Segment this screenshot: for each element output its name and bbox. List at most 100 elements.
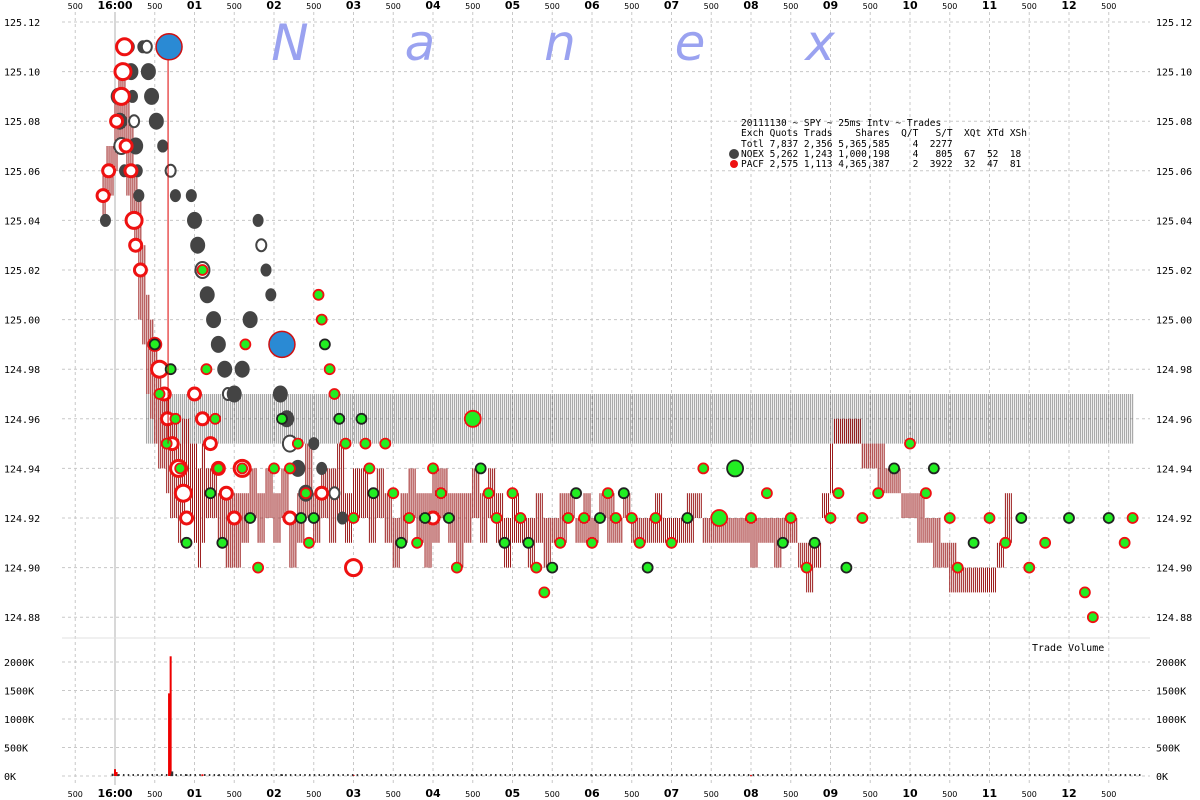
volume-tick-label-right: 2000K xyxy=(1156,658,1186,669)
volume-tick-bar xyxy=(337,774,340,776)
volume-panel-label: Trade Volume xyxy=(1032,643,1104,654)
volume-tick-bar xyxy=(1005,774,1007,776)
volume-tick-bar xyxy=(795,774,798,776)
volume-bar xyxy=(201,774,204,776)
trade-marker xyxy=(498,536,511,549)
noex-quote-marker xyxy=(336,511,348,525)
volume-tick-bar xyxy=(743,774,745,776)
noex-quote-marker xyxy=(144,87,160,105)
noex-quote-marker xyxy=(148,112,164,130)
trade-marker xyxy=(303,536,315,549)
trade-marker xyxy=(379,437,392,450)
volume-tick-label-left: 2000K xyxy=(4,658,34,669)
volume-tick-bar xyxy=(666,774,669,776)
trade-marker xyxy=(983,512,996,524)
trade-marker xyxy=(419,512,431,524)
noex-quote-marker xyxy=(140,39,153,54)
volume-tick-bar xyxy=(833,774,836,776)
volume-tick-bar xyxy=(452,774,454,776)
volume-tick-label-right: 1500K xyxy=(1156,687,1186,698)
time-minor-label-top: 500 xyxy=(465,2,480,11)
time-minor-label-bottom: 500 xyxy=(227,790,242,799)
noex-quote-marker xyxy=(234,360,250,378)
noex-quote-marker xyxy=(316,461,328,475)
time-minor-label-bottom: 500 xyxy=(1022,790,1037,799)
time-tick-label-top: 16:00 xyxy=(97,0,132,12)
trade-marker xyxy=(323,363,336,376)
volume-bar xyxy=(750,775,752,777)
volume-tick-bar xyxy=(566,774,569,776)
noex-quote-marker xyxy=(308,437,320,451)
price-tick-label-left: 124.92 xyxy=(4,514,40,525)
volume-tick-bar xyxy=(151,774,154,776)
pacf-quote-marker xyxy=(314,485,330,501)
volume-tick-bar xyxy=(1105,774,1108,776)
noex-quote-marker xyxy=(217,360,233,378)
trade-marker xyxy=(490,512,503,524)
volume-tick-bar xyxy=(638,774,640,776)
time-tick-label-top: 10 xyxy=(902,0,918,12)
trade-marker xyxy=(153,388,166,400)
volume-tick-bar xyxy=(475,774,478,776)
time-tick-label-top: 05 xyxy=(505,0,520,12)
volume-tick-bar xyxy=(924,774,926,776)
volume-tick-bar xyxy=(614,774,616,776)
noex-quote-marker xyxy=(99,213,111,227)
trade-marker xyxy=(276,412,288,425)
time-tick-label-bottom: 04 xyxy=(425,787,441,800)
nbbo-band-layer xyxy=(146,394,1134,444)
trade-marker xyxy=(299,487,312,500)
volume-tick-bar xyxy=(948,774,950,776)
pacf-quote-marker xyxy=(226,510,242,526)
volume-tick-bar xyxy=(933,774,936,776)
time-minor-label-bottom: 500 xyxy=(465,790,480,799)
volume-bar xyxy=(168,693,171,776)
time-minor-label-bottom: 500 xyxy=(624,790,639,799)
trade-marker xyxy=(1039,536,1052,549)
trade-marker xyxy=(318,338,331,351)
noex-quote-marker xyxy=(255,238,268,253)
volume-bar xyxy=(352,774,355,776)
trade-marker xyxy=(209,412,222,425)
volume-tick-bar xyxy=(657,774,659,776)
time-minor-label-bottom: 500 xyxy=(147,790,162,799)
time-minor-label-top: 500 xyxy=(624,2,639,11)
time-tick-label-top: 09 xyxy=(823,0,838,12)
volume-tick-bar xyxy=(847,774,850,776)
price-tick-label-left: 124.96 xyxy=(4,415,40,426)
trade-marker xyxy=(403,512,416,524)
watermark-letter: N xyxy=(271,14,308,72)
trade-marker xyxy=(355,412,368,425)
trade-marker xyxy=(315,313,328,326)
volume-bar xyxy=(115,772,118,776)
time-tick-label-bottom: 01 xyxy=(187,787,202,800)
legend-header: 20111130 ~ SPY ~ 25ms Intv ~ Trades xyxy=(741,118,941,129)
trade-marker xyxy=(872,487,885,500)
volume-tick-bar xyxy=(1029,774,1031,776)
volume-tick-bar xyxy=(318,774,321,776)
volume-tick-bar xyxy=(466,774,468,776)
pacf-quote-marker xyxy=(118,138,134,154)
volume-tick-bar xyxy=(647,774,650,776)
watermark-letter: e xyxy=(675,14,706,72)
volume-tick-bar xyxy=(514,774,516,776)
volume-tick-bar xyxy=(914,774,917,776)
volume-tick-bar xyxy=(661,774,664,776)
trade-marker xyxy=(239,338,252,351)
price-tick-label-right: 125.12 xyxy=(1156,18,1192,29)
volume-tick-bar xyxy=(142,774,144,776)
trade-marker xyxy=(888,462,900,475)
pacf-quote-marker xyxy=(128,237,144,253)
price-tick-label-right: 124.98 xyxy=(1156,365,1192,376)
trade-marker xyxy=(530,561,543,574)
trade-marker xyxy=(1118,536,1131,549)
volume-tick-bar xyxy=(1096,774,1098,776)
volume-tick-bar xyxy=(862,774,864,776)
price-tick-label-right: 124.96 xyxy=(1156,415,1192,426)
price-tick-label-right: 124.90 xyxy=(1156,564,1192,575)
time-minor-label-top: 500 xyxy=(68,2,83,11)
volume-tick-bar xyxy=(733,774,736,776)
trade-marker xyxy=(840,561,853,574)
